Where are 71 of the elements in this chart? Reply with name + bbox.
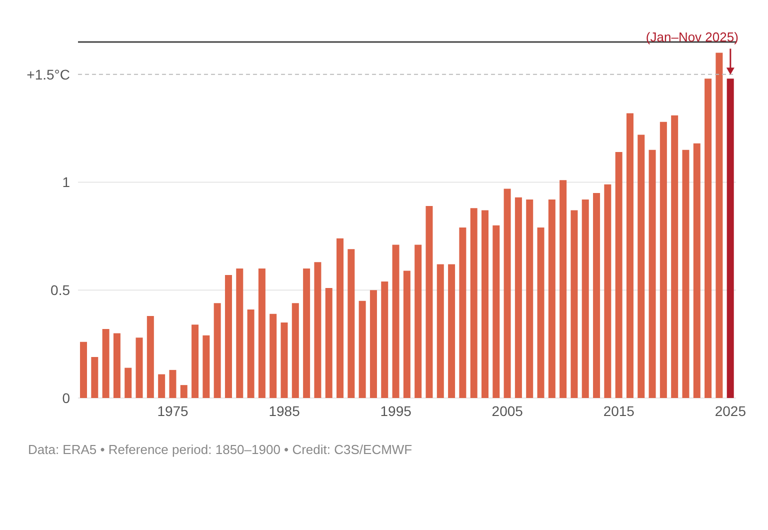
bar <box>604 184 612 398</box>
bar <box>102 328 110 398</box>
bar <box>593 193 600 398</box>
bar <box>626 113 634 398</box>
bar <box>648 150 656 398</box>
bar <box>180 385 188 398</box>
bar <box>638 134 645 398</box>
bar <box>303 268 310 398</box>
bar <box>325 288 332 398</box>
bar <box>314 262 322 398</box>
x-tick-label: 2015 <box>603 402 635 419</box>
bar <box>192 324 199 398</box>
x-tick-label: 1995 <box>380 402 412 419</box>
bar <box>448 264 456 398</box>
bar <box>582 200 589 398</box>
text: Data: ERA5 • Reference period: 1850–1900 • Credit: C3S/ECMWF <box>28 442 414 457</box>
x-tick-label: 2025 <box>714 402 746 419</box>
bar <box>247 310 254 398</box>
bar <box>693 143 700 398</box>
bar <box>504 188 511 398</box>
bar <box>548 200 556 398</box>
bar <box>436 264 444 398</box>
bar <box>202 335 210 398</box>
bar <box>270 314 277 398</box>
bar <box>682 150 690 398</box>
y-tick-label: 1 <box>62 174 70 190</box>
bar <box>146 316 154 398</box>
annotation: (Jan–Nov 2025) <box>646 30 738 45</box>
bar <box>169 370 176 398</box>
bar <box>459 228 466 398</box>
bar <box>526 200 534 398</box>
bar <box>80 342 88 398</box>
bar <box>660 122 667 398</box>
bar <box>426 206 433 398</box>
bar <box>258 268 266 398</box>
bar <box>381 281 388 398</box>
bar <box>348 249 355 398</box>
y-tick-label: +1.5°C <box>26 66 70 82</box>
x-tick-label: 2005 <box>492 402 524 419</box>
bar <box>336 238 344 398</box>
bar <box>414 244 422 398</box>
bar <box>514 197 522 398</box>
bar <box>358 300 366 398</box>
bar <box>113 333 120 398</box>
bar <box>236 268 244 398</box>
bar <box>403 270 410 398</box>
bar <box>537 228 544 398</box>
bar <box>615 152 622 398</box>
bar <box>392 244 400 398</box>
bar <box>136 338 143 398</box>
bar <box>124 368 132 398</box>
bar <box>280 322 288 398</box>
bar <box>214 303 221 398</box>
x-tick-label: 1975 <box>157 402 189 419</box>
bar <box>470 208 478 398</box>
bar <box>91 357 98 398</box>
bar <box>560 180 567 398</box>
bar <box>224 275 232 398</box>
bar <box>570 210 578 398</box>
x-tick-label: 1985 <box>268 402 300 419</box>
bar <box>158 374 166 398</box>
bar <box>370 290 377 398</box>
bar <box>716 52 723 398</box>
y-tick-label: 0 <box>62 390 70 406</box>
bar <box>726 78 734 398</box>
bar <box>292 303 299 398</box>
bar <box>482 210 488 398</box>
bar <box>671 115 678 398</box>
bar <box>704 78 712 398</box>
y-tick-label: 0.5 <box>50 282 70 298</box>
bar <box>492 225 500 398</box>
